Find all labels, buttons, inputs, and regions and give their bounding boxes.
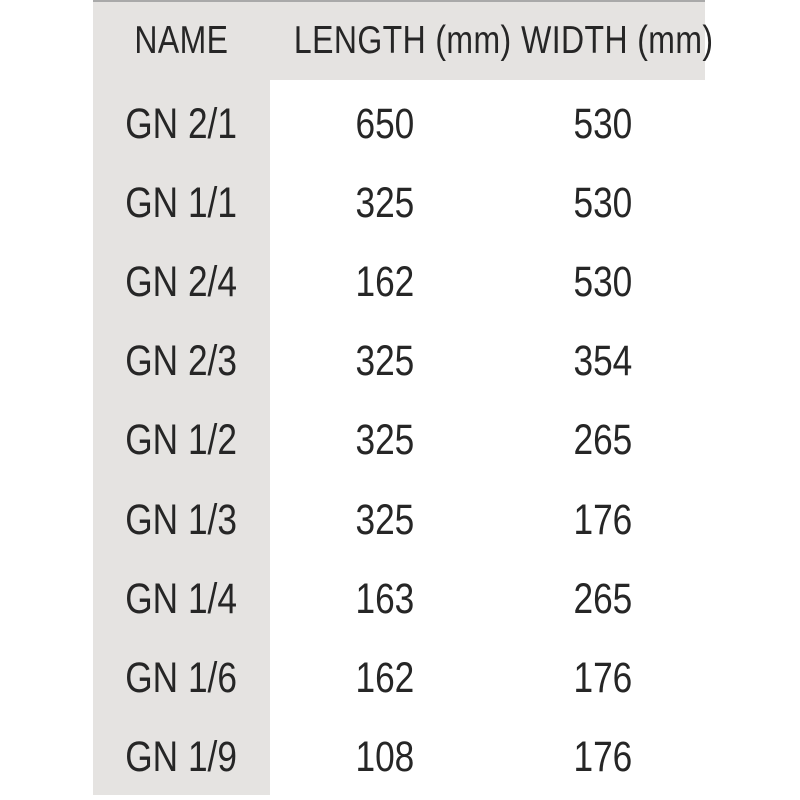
cell-name: GN 2/3	[125, 337, 238, 386]
cell-width: 354	[573, 337, 632, 386]
cell-name: GN 1/1	[125, 179, 238, 228]
cell-width: 176	[573, 653, 632, 702]
column-header-name: NAME	[93, 19, 270, 63]
cell-name: GN 1/3	[125, 495, 238, 544]
cell-name: GN 1/2	[125, 416, 238, 465]
table-body: GN 2/1 650 530 GN 1/1 325 530 GN 2/4 162…	[93, 85, 705, 797]
column-header-width: WIDTH (mm)	[500, 19, 713, 63]
table-row: GN 2/4 162 530	[93, 243, 705, 322]
cell-length: 163	[355, 574, 415, 623]
table-row: GN 1/6 162 176	[93, 639, 705, 718]
cell-name: GN 2/4	[125, 258, 238, 307]
cell-name: GN 1/6	[125, 653, 238, 702]
table-row: GN 1/1 325 530	[93, 164, 705, 243]
column-header-length-label: LENGTH (mm)	[293, 19, 512, 62]
cell-length: 162	[355, 258, 415, 307]
table-header-row: NAME LENGTH (mm) WIDTH (mm)	[93, 0, 713, 80]
cell-name: GN 2/1	[125, 100, 238, 149]
name-column-background	[93, 0, 270, 795]
cell-width: 265	[573, 574, 632, 623]
table-row: GN 2/1 650 530	[93, 85, 705, 164]
cell-name: GN 1/4	[125, 574, 238, 623]
cell-length: 325	[355, 337, 415, 386]
cell-width: 176	[573, 495, 632, 544]
cell-width: 265	[573, 416, 632, 465]
cell-width: 530	[573, 100, 632, 149]
table-row: GN 2/3 325 354	[93, 322, 705, 401]
table-row: GN 1/9 108 176	[93, 718, 705, 797]
cell-length: 108	[355, 732, 415, 781]
table-row: GN 1/3 325 176	[93, 481, 705, 560]
cell-length: 325	[355, 416, 415, 465]
cell-length: 162	[355, 653, 415, 702]
cell-width: 530	[573, 179, 632, 228]
cell-name: GN 1/9	[125, 732, 238, 781]
cell-width: 530	[573, 258, 632, 307]
column-header-name-label: NAME	[134, 19, 229, 62]
cell-length: 325	[355, 179, 415, 228]
cell-length: 325	[355, 495, 415, 544]
table-row: GN 1/2 325 265	[93, 401, 705, 480]
column-header-length: LENGTH (mm)	[270, 19, 511, 63]
cell-length: 650	[355, 100, 415, 149]
column-header-width-label: WIDTH (mm)	[521, 19, 714, 62]
cell-width: 176	[573, 732, 632, 781]
table-row: GN 1/4 163 265	[93, 560, 705, 639]
